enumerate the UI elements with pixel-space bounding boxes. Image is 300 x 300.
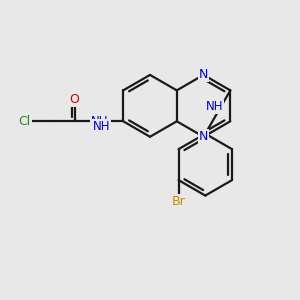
Text: N: N [199, 68, 208, 81]
Text: NH: NH [92, 120, 110, 133]
Text: N: N [199, 130, 208, 143]
Text: O: O [70, 93, 80, 106]
Text: NH: NH [91, 115, 108, 128]
Text: Br: Br [172, 195, 185, 208]
Text: NH: NH [206, 100, 224, 113]
Text: Cl: Cl [19, 115, 31, 128]
